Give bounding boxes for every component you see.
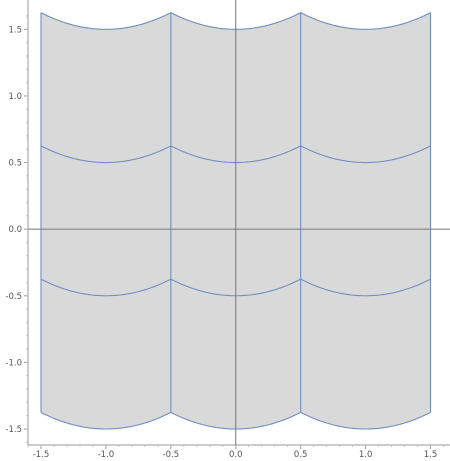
x-tick-labels: -1.5 -1.0 -0.5 0.0 0.5 1.0 1.5 (33, 450, 438, 460)
x-tick-label: -1.0 (98, 450, 115, 460)
y-tick-label: 1.0 (8, 92, 22, 102)
x-tick-label: 1.5 (424, 450, 438, 460)
x-tick-label: -0.5 (163, 450, 180, 460)
x-tick-label: 0.0 (229, 450, 243, 460)
y-tick-label: -1.5 (5, 425, 22, 435)
y-tick-label: -1.0 (5, 358, 22, 368)
y-tick-labels: -1.5 -1.0 -0.5 0.0 0.5 1.0 1.5 (5, 25, 22, 435)
y-tick-label: 1.5 (8, 25, 22, 35)
x-tick-label: 0.5 (294, 450, 308, 460)
plot-frame (27, 0, 450, 446)
axes (28, 0, 450, 445)
x-tick-label: 1.0 (359, 450, 373, 460)
x-tick-label: -1.5 (33, 450, 50, 460)
tick-marks (24, 15, 444, 449)
y-tick-label: 0.5 (8, 159, 22, 169)
y-tick-label: -0.5 (5, 292, 22, 302)
y-tick-label: 0.0 (8, 225, 22, 235)
